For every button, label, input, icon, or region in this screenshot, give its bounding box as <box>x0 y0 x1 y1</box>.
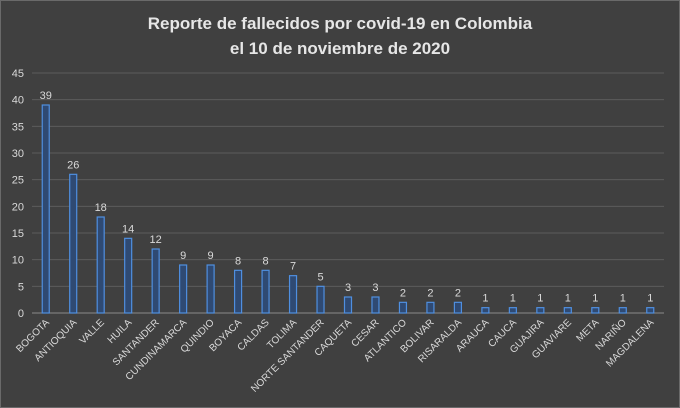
bar <box>206 264 215 314</box>
bar <box>508 307 517 314</box>
bar <box>481 307 490 314</box>
data-label: 1 <box>482 293 488 305</box>
category-label: VALLE <box>78 317 108 347</box>
bar <box>343 296 353 314</box>
category-label: MAGDALENA <box>604 317 656 369</box>
bar <box>288 275 298 314</box>
bar <box>453 301 463 314</box>
bar <box>426 301 435 314</box>
data-label: 39 <box>40 90 52 102</box>
bar <box>124 237 133 314</box>
bar <box>536 307 545 314</box>
chart-title-block: Reporte de fallecidos por covid-19 en Co… <box>1 11 679 61</box>
y-tick-label: 0 <box>18 308 24 320</box>
bar <box>41 104 50 314</box>
data-label: 1 <box>537 293 543 305</box>
y-tick-label: 25 <box>12 175 24 187</box>
data-label: 1 <box>647 293 653 305</box>
data-label: 8 <box>263 255 269 267</box>
bar <box>151 248 160 314</box>
data-label: 2 <box>455 287 461 299</box>
data-label: 1 <box>565 293 571 305</box>
y-tick-label: 45 <box>12 68 24 80</box>
bar <box>618 307 627 314</box>
data-label: 12 <box>150 234 162 246</box>
y-tick-label: 20 <box>12 201 24 213</box>
data-label: 3 <box>372 282 378 294</box>
bar <box>179 264 188 314</box>
y-tick-label: 15 <box>12 228 24 240</box>
data-label: 1 <box>510 293 516 305</box>
data-label: 1 <box>592 293 598 305</box>
chart-title: Reporte de fallecidos por covid-19 en Co… <box>147 14 533 33</box>
data-label: 26 <box>67 159 79 171</box>
data-label: 2 <box>400 287 406 299</box>
bar <box>646 307 655 314</box>
bar <box>261 269 270 314</box>
data-label: 5 <box>317 271 323 283</box>
bar <box>591 307 600 314</box>
data-label: 8 <box>235 255 241 267</box>
data-label: 7 <box>290 261 296 273</box>
bar <box>371 296 380 314</box>
bar <box>316 285 325 314</box>
data-label: 9 <box>180 250 186 262</box>
data-label: 18 <box>95 202 107 214</box>
y-tick-label: 30 <box>12 148 24 160</box>
bar <box>563 307 572 314</box>
data-label: 1 <box>620 293 626 305</box>
bar <box>233 269 243 314</box>
bar <box>69 173 78 314</box>
y-tick-label: 5 <box>18 281 24 293</box>
y-tick-label: 10 <box>12 255 24 267</box>
y-tick-label: 40 <box>12 95 24 107</box>
data-label: 2 <box>427 287 433 299</box>
bar <box>398 301 408 314</box>
data-label: 3 <box>345 282 351 294</box>
bar <box>96 216 105 314</box>
data-label: 9 <box>208 250 214 262</box>
chart-subtitle: el 10 de noviembre de 2020 <box>229 39 451 58</box>
y-tick-label: 35 <box>12 121 24 133</box>
data-label: 14 <box>122 223 134 235</box>
